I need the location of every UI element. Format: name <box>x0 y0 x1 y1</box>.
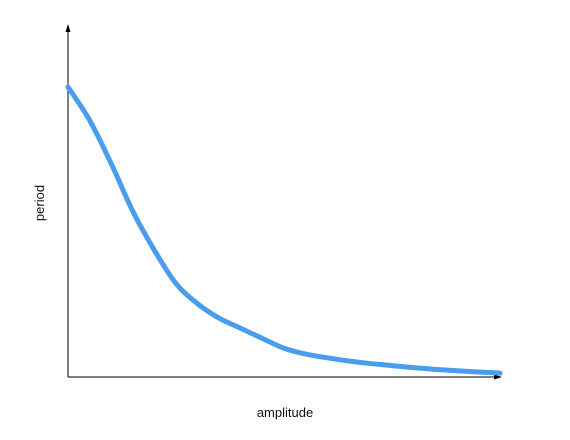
y-axis-arrow <box>65 24 71 32</box>
x-axis-arrow <box>494 374 502 380</box>
x-axis <box>68 374 502 380</box>
series-layer <box>65 84 503 376</box>
y-axis <box>65 24 71 377</box>
y-axis-label: period <box>32 185 47 221</box>
x-axis-label: amplitude <box>257 405 313 420</box>
series-line-0 <box>65 84 503 376</box>
